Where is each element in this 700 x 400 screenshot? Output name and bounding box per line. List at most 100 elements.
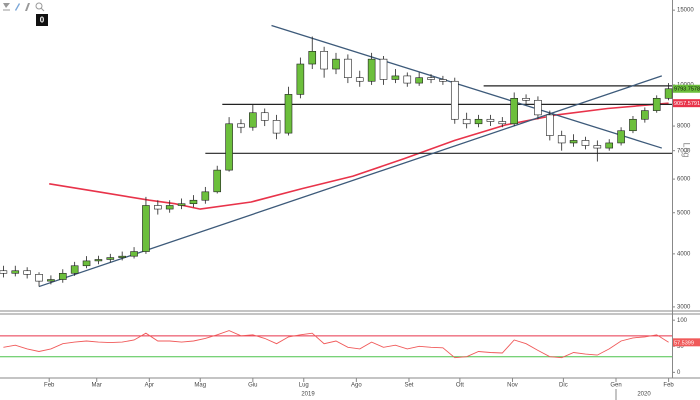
candle-body — [142, 205, 150, 252]
candle-body — [47, 279, 55, 282]
candle-body — [605, 142, 614, 149]
value-tag — [673, 84, 700, 93]
candle-body — [415, 77, 423, 84]
y-tick-label: 15000 — [677, 8, 694, 14]
y-tick-label: 50 — [677, 344, 684, 350]
trendline — [271, 24, 663, 149]
x-tick-label: Lug — [299, 383, 309, 389]
candle-body — [237, 123, 245, 128]
candle-body — [450, 80, 459, 120]
candle-body — [23, 270, 31, 275]
x-tick-label: Nov — [507, 383, 518, 389]
value-tag-label: 9057.5791 — [674, 101, 700, 107]
candle-body — [260, 112, 269, 121]
candle-body — [130, 251, 138, 257]
candle-body — [546, 114, 554, 136]
value-tag — [673, 338, 700, 347]
y-tick-label: 5000 — [677, 210, 691, 216]
value-tag-label: 9793.7578 — [674, 87, 700, 93]
candle-body — [82, 260, 91, 267]
indicator-line — [3, 330, 669, 359]
tool-button[interactable] — [35, 2, 45, 12]
candle-body — [629, 118, 637, 132]
x-tick-label: Ago — [351, 383, 362, 389]
candle-body — [332, 58, 340, 70]
y-tick-label: 3000 — [677, 304, 691, 310]
candle-body — [569, 140, 578, 144]
year-label: 2020 — [637, 392, 651, 398]
candle-body — [35, 274, 43, 282]
x-tick-label: Set — [404, 383, 413, 389]
candle-body — [11, 270, 20, 274]
candle-body — [593, 145, 602, 149]
candle-body — [617, 130, 625, 144]
candle-body — [320, 51, 328, 70]
candle-body — [165, 205, 174, 210]
tool-button[interactable] — [3, 3, 10, 11]
candle-body — [367, 58, 376, 82]
badge[interactable] — [36, 14, 48, 26]
candle-body — [403, 75, 412, 84]
candle-body — [272, 120, 281, 134]
candle-body — [355, 77, 364, 82]
scale-label: Log — [682, 142, 692, 157]
candle-body — [486, 118, 495, 122]
candle-body — [70, 265, 79, 274]
tool-button[interactable] — [25, 3, 30, 11]
candle-body — [498, 121, 507, 125]
tool-button[interactable] — [15, 3, 20, 11]
candle-body — [154, 205, 162, 210]
x-tick-label: Mar — [92, 383, 102, 389]
candle-body — [118, 255, 126, 258]
x-tick-label: Gen — [610, 383, 621, 389]
value-tag-label: 57.5399 — [674, 340, 694, 346]
candle-body — [641, 110, 649, 120]
candle-body — [379, 58, 388, 80]
year-label: 2019 — [301, 392, 315, 398]
candle-body — [427, 77, 435, 80]
candle-body — [225, 123, 233, 171]
badge-text: 0 — [40, 16, 45, 25]
candle-body — [344, 58, 352, 78]
y-tick-label: 7000 — [677, 148, 691, 154]
candle-body — [510, 97, 518, 125]
candle-body — [201, 191, 210, 201]
candle-body — [177, 203, 186, 206]
x-tick-label: Feb — [663, 383, 674, 389]
candle-body — [308, 51, 317, 65]
candle-body — [58, 272, 67, 280]
candle-body — [439, 79, 447, 82]
y-tick-label: 100 — [677, 318, 688, 324]
candle-body — [557, 135, 566, 144]
candle-body — [391, 75, 400, 80]
candle-body — [474, 118, 483, 125]
y-tick-label: 8000 — [677, 124, 691, 130]
candle-body — [106, 257, 115, 260]
x-tick-label: Mag — [194, 383, 206, 389]
y-tick-label: 6000 — [677, 177, 691, 183]
candle-body — [249, 112, 257, 128]
candle-body — [462, 118, 471, 125]
y-tick-label: 0 — [677, 370, 681, 376]
x-tick-label: Giu — [248, 383, 257, 389]
candle-body — [213, 169, 222, 193]
x-tick-label: Dic — [559, 383, 568, 389]
x-tick-label: Apr — [145, 383, 154, 389]
x-tick-label: Feb — [44, 383, 55, 389]
x-tick-label: Ott — [456, 383, 464, 389]
candle-body — [522, 97, 530, 101]
y-tick-label: 4000 — [677, 251, 691, 257]
candle-body — [534, 99, 542, 116]
candle-body — [664, 88, 673, 99]
value-tag — [673, 99, 700, 108]
candle-body — [189, 199, 198, 205]
candle-body — [284, 94, 293, 134]
candle-body — [581, 140, 590, 146]
candle-body — [0, 270, 8, 274]
candle-body — [652, 97, 661, 111]
candle-body — [296, 63, 305, 95]
toolbar: 0 — [3, 2, 48, 26]
candle-body — [94, 259, 103, 262]
